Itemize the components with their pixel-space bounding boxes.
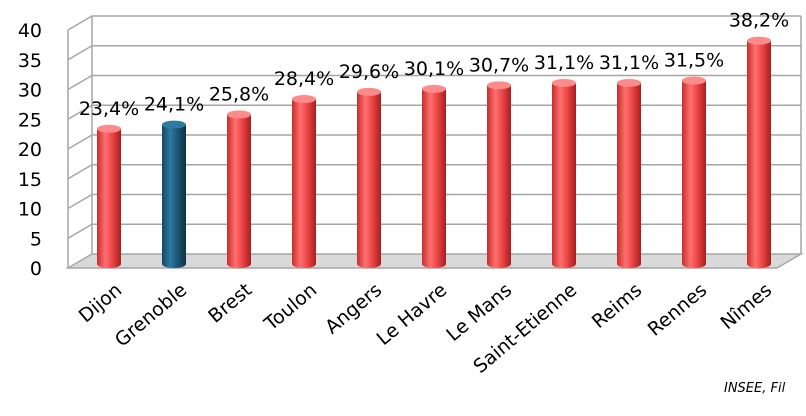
data-label: 29,6%	[339, 61, 399, 83]
data-label: 31,5%	[664, 50, 724, 72]
y-tick-label: 5	[30, 228, 42, 250]
y-tick-label: 10	[18, 199, 42, 221]
bar-body	[357, 91, 381, 268]
bar	[357, 87, 381, 268]
y-tick-label: 0	[30, 258, 42, 280]
gridline	[67, 15, 801, 31]
data-label: 25,8%	[209, 83, 269, 105]
bar-top	[552, 78, 576, 87]
data-label: 31,1%	[534, 52, 594, 74]
bar-top	[357, 87, 381, 96]
bar-body	[227, 114, 251, 269]
bar	[552, 78, 576, 268]
bar	[97, 124, 121, 268]
data-label: 38,2%	[729, 10, 789, 32]
bar	[747, 36, 771, 269]
bar-top	[227, 110, 251, 119]
x-tick-label: Nîmes	[716, 279, 776, 334]
x-tick-label: Toulon	[260, 279, 322, 336]
bar-top	[747, 36, 771, 45]
bar	[227, 110, 251, 269]
bar-body	[682, 80, 706, 268]
bar-top	[487, 81, 511, 90]
x-tick-label: Le Havre	[373, 279, 452, 350]
gridline	[67, 45, 801, 61]
bar-body	[162, 124, 186, 268]
x-tick-label: Brest	[204, 279, 256, 328]
bar-body	[552, 82, 576, 268]
bar-top	[97, 124, 121, 133]
y-tick-label: 40	[18, 20, 42, 42]
data-labels: 23,4% 24,1% 25,8%28,4% 29,6% 30,1% 30,7% 31,1%…	[79, 10, 789, 120]
bar	[422, 84, 446, 268]
bar	[682, 76, 706, 268]
data-label: 30,7%	[469, 54, 529, 76]
x-tick-label: Grenoble	[111, 279, 191, 351]
bar-body	[487, 85, 511, 269]
y-tick-label: 20	[18, 139, 42, 161]
data-label: 31,1%	[599, 52, 659, 74]
y-tick-label: 35	[18, 50, 42, 72]
bars	[97, 36, 771, 269]
bar-body	[747, 40, 771, 269]
y-tick-label: 30	[18, 80, 42, 102]
bar-top	[292, 95, 316, 104]
y-tick-label: 15	[18, 169, 42, 191]
data-label: 28,4%	[274, 68, 334, 90]
x-tick-label: Reims	[588, 279, 646, 333]
bar	[617, 78, 641, 268]
y-tick-label: 25	[18, 109, 42, 131]
bar-top	[162, 120, 186, 129]
bar-top	[422, 84, 446, 93]
x-tick-label: Rennes	[644, 279, 712, 341]
source-note: INSEE, Fil	[724, 381, 786, 396]
bar-top	[682, 76, 706, 85]
bar-body	[617, 82, 641, 268]
y-axis: 0 5 10 15 20 25 30 35 40	[18, 20, 42, 280]
x-tick-label: Dijon	[75, 279, 127, 327]
bar-top	[617, 78, 641, 87]
bar	[162, 120, 186, 268]
data-label: 24,1%	[144, 94, 204, 116]
data-label: 23,4%	[79, 98, 139, 120]
bar	[292, 95, 316, 269]
data-label: 30,1%	[404, 58, 464, 80]
bar	[487, 81, 511, 269]
bar-body	[97, 128, 121, 268]
gridline	[67, 74, 801, 91]
bar-body	[422, 88, 446, 268]
bar-body	[292, 99, 316, 269]
